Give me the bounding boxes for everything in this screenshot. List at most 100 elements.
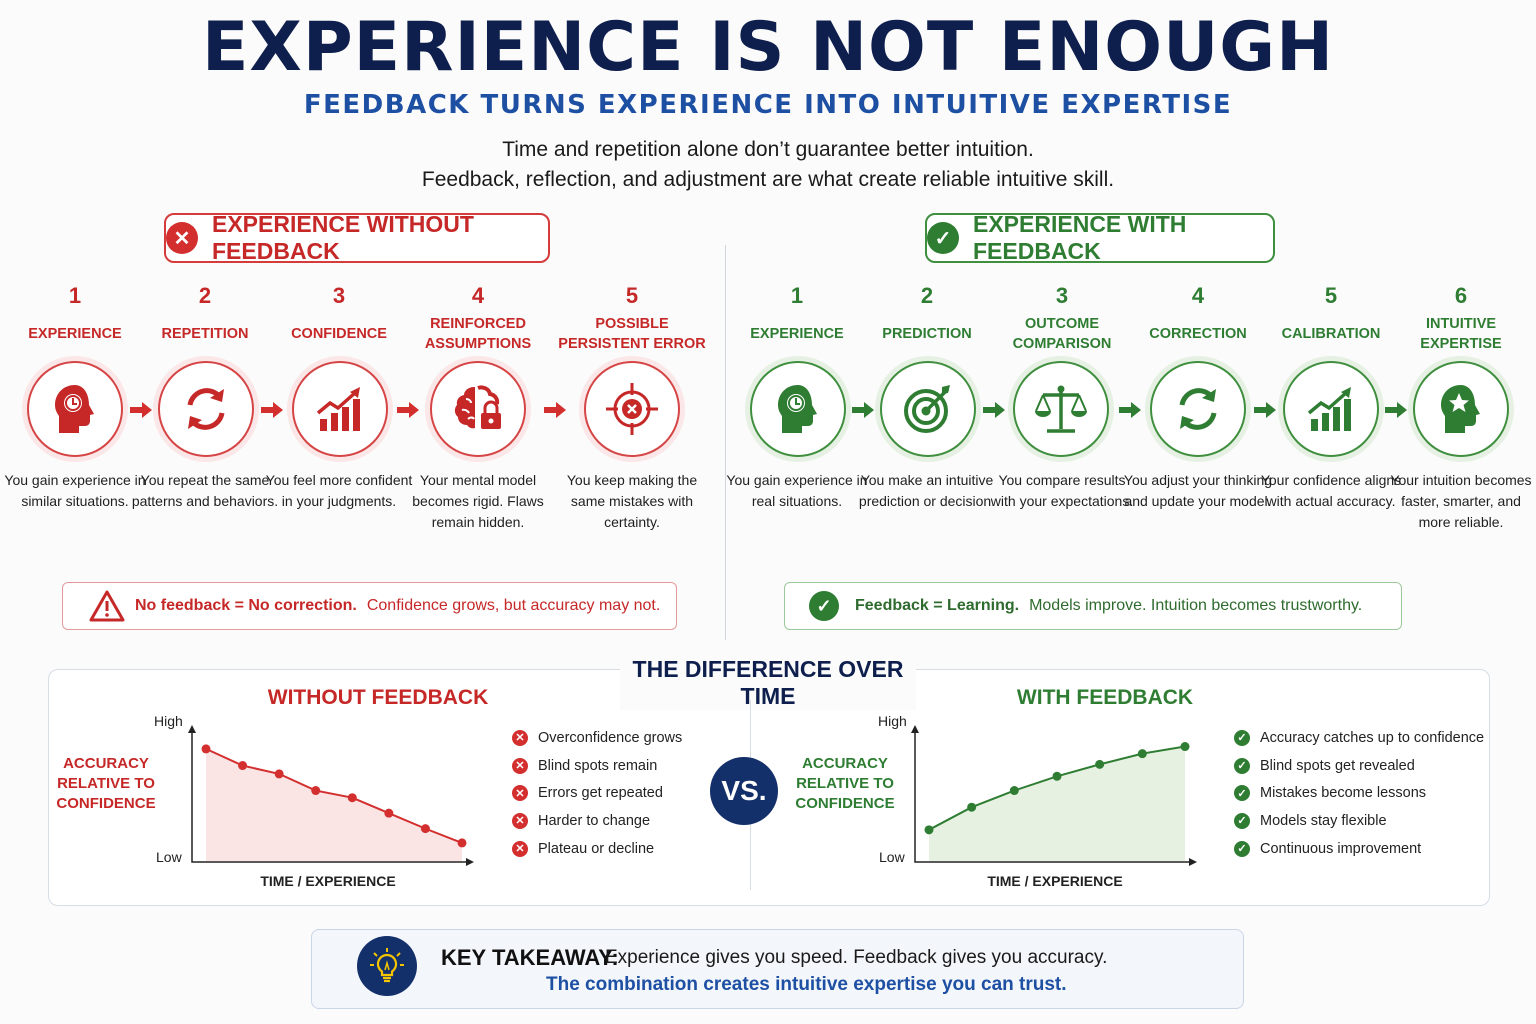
data-point	[201, 744, 211, 754]
takeaway-line-2: The combination creates intuitive expert…	[546, 974, 1067, 995]
scales-icon	[1013, 361, 1109, 457]
intro-line-1: Time and repetition alone don’t guarante…	[502, 138, 1034, 161]
check-circle-icon: ✓	[809, 591, 839, 621]
list-item-text: Mistakes become lessons	[1260, 785, 1427, 802]
rising-bars-icon	[1283, 361, 1379, 457]
lightbulb-icon	[357, 936, 417, 996]
list-item-text: Blind spots get revealed	[1260, 757, 1415, 774]
intro-line-2: Feedback, reflection, and adjustment are…	[421, 168, 1115, 191]
y-axis-arrow	[188, 725, 196, 733]
step-number: 3	[1055, 283, 1069, 308]
chart-without-feedback	[188, 725, 474, 866]
chart-ylabel-with: ACCURACY RELATIVE TO CONFIDENCE	[795, 755, 895, 812]
chart-area	[206, 748, 462, 861]
check-circle-icon: ✓	[1234, 785, 1250, 802]
y-low-label: Low	[879, 849, 905, 865]
check-circle-icon: ✓	[927, 222, 959, 254]
x-circle-icon: ✕	[512, 812, 528, 829]
step-number: 2	[920, 283, 934, 308]
with-feedback-note: ✓ Feedback = Learning. Models improve. I…	[784, 582, 1402, 630]
step-label: EXPERIENCE	[750, 326, 844, 342]
data-point	[924, 825, 934, 835]
arrow-right-icon	[261, 402, 283, 418]
data-point	[1180, 742, 1190, 752]
chart-with-feedback	[911, 725, 1197, 866]
data-point	[457, 838, 467, 848]
list-item-text: Plateau or decline	[538, 840, 655, 857]
step-description: Your intuition becomes faster, smarter, …	[1390, 472, 1532, 530]
section-divider	[725, 245, 726, 640]
step-label: INTUITIVE EXPERTISE	[1420, 316, 1502, 352]
step-description: You make an intuitive prediction or deci…	[858, 472, 996, 509]
chart-ylabel-without: ACCURACY RELATIVE TO CONFIDENCE	[56, 755, 156, 812]
list-item-text: Overconfidence grows	[538, 729, 683, 746]
check-circle-icon: ✓	[1234, 757, 1250, 774]
list-item: ✓ Accuracy catches up to confidence	[1234, 724, 1484, 752]
data-point	[311, 786, 321, 796]
list-item-text: Accuracy catches up to confidence	[1260, 729, 1485, 746]
step-label: EXPERIENCE	[28, 326, 122, 342]
step-description: You compare results with your expectatio…	[990, 472, 1134, 509]
list-item-text: Blind spots remain	[538, 757, 658, 774]
list-item: ✕ Harder to change	[512, 807, 682, 835]
with-bullet-list: ✓ Accuracy catches up to confidence ✓ Blin…	[1234, 724, 1484, 862]
list-item: ✕ Errors get repeated	[512, 779, 682, 807]
data-point	[384, 808, 394, 818]
step-number: 1	[68, 283, 82, 308]
difference-title: THE DIFFERENCE OVER TIME	[620, 656, 916, 710]
y-high-label: High	[154, 713, 183, 729]
arrow-right-icon	[852, 402, 874, 418]
chart-axes	[191, 727, 472, 863]
arrow-right-icon	[397, 402, 419, 418]
x-axis-arrow	[1189, 858, 1197, 866]
series-line	[205, 747, 463, 844]
list-item-text: Models stay flexible	[1260, 812, 1387, 829]
cycle-arrows-icon	[1150, 361, 1246, 457]
target-x-icon	[584, 361, 680, 457]
takeaway-label: KEY TAKEAWAY:	[441, 945, 619, 970]
step-label: CORRECTION	[1149, 326, 1247, 342]
arrow-right-icon	[1385, 402, 1407, 418]
step-label: CALIBRATION	[1281, 326, 1381, 342]
note-text: Confidence grows, but accuracy may not.	[366, 597, 661, 614]
chart-xlabel-without: TIME / EXPERIENCE	[260, 873, 396, 889]
x-circle-icon: ✕	[512, 729, 528, 746]
step-description: You keep making the same mistakes with c…	[566, 472, 698, 530]
step-label: POSSIBLE PERSISTENT ERROR	[558, 316, 706, 352]
with-feedback-heading-text: EXPERIENCE WITH FEEDBACK	[973, 211, 1187, 264]
rising-bars-icon	[292, 361, 388, 457]
head-star-icon	[1413, 361, 1509, 457]
cycle-arrows-icon	[158, 361, 254, 457]
list-item: ✕ Plateau or decline	[512, 835, 682, 863]
list-item-text: Errors get repeated	[538, 785, 663, 802]
page-subtitle: FEEDBACK TURNS EXPERIENCE INTO INTUITIVE…	[303, 90, 1233, 120]
step-description: You repeat the same patterns and behavio…	[131, 472, 279, 509]
data-point	[1009, 786, 1019, 796]
warning-triangle-icon	[89, 590, 125, 622]
check-circle-icon: ✓	[1234, 729, 1250, 746]
without-feedback-note: No feedback = No correction. Confidence …	[62, 582, 677, 630]
list-item: ✓ Blind spots get revealed	[1234, 752, 1484, 780]
list-item-text: Continuous improvement	[1260, 840, 1422, 857]
data-point	[238, 761, 248, 771]
step-label: REINFORCED ASSUMPTIONS	[424, 316, 532, 352]
data-point	[1095, 759, 1105, 769]
chart-axes	[914, 727, 1195, 863]
step-description: You feel more confident in your judgment…	[265, 472, 413, 509]
step-number: 2	[198, 283, 212, 308]
step-number: 4	[471, 283, 485, 308]
x-circle-icon: ✕	[166, 222, 198, 254]
arrow-right-icon	[1254, 402, 1276, 418]
step-number: 4	[1191, 283, 1205, 308]
head-clock-icon	[27, 361, 123, 457]
without-feedback-heading-text: EXPERIENCE WITHOUT FEEDBACK	[212, 211, 474, 264]
list-item: ✓ Continuous improvement	[1234, 835, 1484, 863]
key-takeaway-panel	[311, 929, 1244, 1009]
x-axis-arrow	[466, 858, 474, 866]
step-description: You gain experience in real situations.	[726, 472, 868, 509]
check-circle-icon: ✓	[1234, 840, 1250, 857]
target-arrow-icon	[880, 361, 976, 457]
without-feedback-heading: ✕ EXPERIENCE WITHOUT FEEDBACK	[164, 211, 550, 264]
arrow-right-icon	[983, 402, 1005, 418]
x-circle-icon: ✕	[512, 785, 528, 802]
